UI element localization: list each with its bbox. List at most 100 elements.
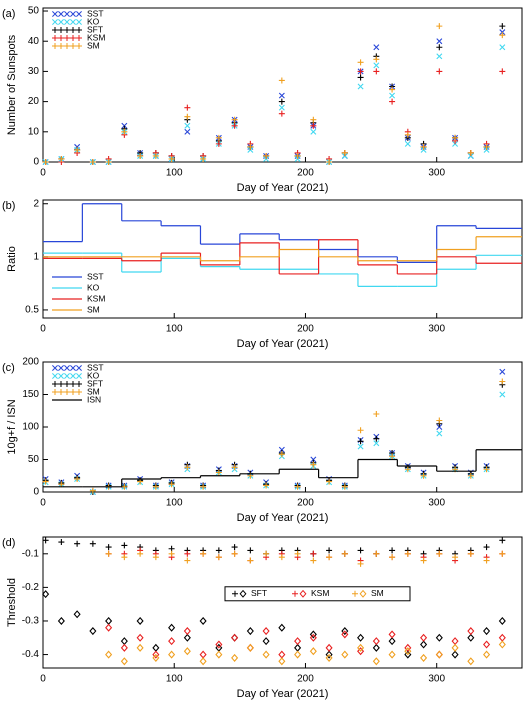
data-point [357, 68, 364, 75]
legend-symbol [64, 27, 70, 33]
y-tick-label: 40 [28, 36, 40, 47]
x-tick-label: 300 [428, 324, 445, 335]
y-tick-label: 0 [33, 487, 39, 498]
data-point [435, 650, 443, 659]
data-point [404, 643, 412, 652]
data-point [184, 122, 191, 129]
data-point [247, 547, 254, 554]
data-point [231, 122, 238, 129]
legend-symbol [64, 35, 70, 41]
data-point [152, 554, 159, 561]
data-point [121, 483, 128, 490]
data-point [263, 482, 270, 489]
data-point [246, 643, 254, 652]
legend-symbol [64, 373, 70, 379]
data-point [42, 478, 49, 485]
x-axis-label: Day of Year (2021) [237, 182, 329, 194]
data-point [404, 650, 412, 659]
data-point [262, 650, 270, 659]
legend-box [224, 586, 411, 602]
legend-symbol [70, 365, 76, 371]
data-point [215, 547, 222, 554]
legend-label: KO [87, 16, 100, 26]
data-point [278, 623, 286, 632]
data-point [483, 650, 491, 659]
y-tick-label: 100 [22, 422, 39, 433]
legend-symbol [76, 43, 82, 49]
data-point [120, 637, 128, 646]
y-axis-label: Number of Sunspots [6, 34, 18, 135]
y-tick-label: 0.5 [25, 305, 39, 316]
data-point [294, 483, 301, 490]
data-point [483, 544, 490, 551]
data-point [74, 476, 81, 482]
legend-symbol [64, 19, 70, 25]
panel-label: (a) [2, 8, 15, 20]
data-point [215, 134, 222, 141]
legend-label: SM [87, 386, 100, 396]
data-point [278, 554, 285, 561]
data-point [451, 650, 459, 659]
data-point [389, 547, 396, 554]
data-point [357, 438, 364, 445]
data-point [435, 650, 443, 659]
data-point [452, 554, 459, 561]
data-point [310, 456, 317, 463]
data-point [499, 391, 506, 398]
data-point [420, 557, 427, 564]
data-point [199, 650, 207, 659]
data-point [341, 483, 348, 490]
data-point [42, 159, 49, 165]
data-point [136, 643, 144, 652]
legend-symbol [52, 389, 58, 395]
x-tick-label: 200 [297, 498, 314, 509]
data-point [341, 149, 348, 156]
data-point [499, 29, 506, 36]
legend-label: SFT [87, 378, 103, 388]
plot-frame [42, 361, 523, 493]
data-point [105, 544, 112, 551]
panel-label: (d) [2, 537, 15, 549]
legend-symbol [76, 27, 82, 33]
data-point [215, 554, 222, 561]
data-point [357, 83, 364, 90]
legend-symbol [58, 27, 64, 33]
legend-symbol [64, 389, 70, 395]
data-point [341, 152, 348, 159]
data-point [215, 650, 223, 659]
data-point [436, 430, 443, 437]
data-point [184, 128, 191, 135]
legend-symbol [76, 19, 82, 25]
legend-label: KSM [87, 32, 105, 42]
data-point [341, 630, 349, 639]
data-point [294, 637, 302, 646]
legend-symbol [70, 381, 76, 387]
legend-symbol [58, 19, 64, 25]
data-point [389, 98, 396, 105]
x-tick-label: 0 [40, 498, 46, 509]
x-tick-label: 0 [40, 168, 46, 179]
data-point [168, 550, 175, 557]
data-point [152, 653, 160, 662]
data-point [184, 113, 191, 120]
data-point [389, 86, 396, 93]
y-tick-label: -0.4 [22, 649, 40, 660]
data-point [467, 149, 474, 156]
legend-label: KO [87, 370, 100, 380]
data-point [467, 550, 474, 557]
legend-label: KSM [311, 588, 329, 598]
data-point [215, 469, 222, 476]
data-point [325, 650, 333, 659]
x-axis-label: Day of Year (2021) [237, 688, 329, 700]
data-point [420, 146, 427, 153]
legend-symbol [239, 589, 247, 598]
data-point [310, 557, 317, 564]
legend-symbol [70, 11, 76, 17]
data-point [278, 110, 285, 117]
y-tick-label: -0.1 [22, 548, 40, 559]
data-point [325, 643, 333, 652]
data-point [357, 643, 365, 652]
data-point [168, 481, 175, 488]
legend-label: ISN [87, 394, 101, 404]
legend-label: SFT [87, 24, 103, 34]
